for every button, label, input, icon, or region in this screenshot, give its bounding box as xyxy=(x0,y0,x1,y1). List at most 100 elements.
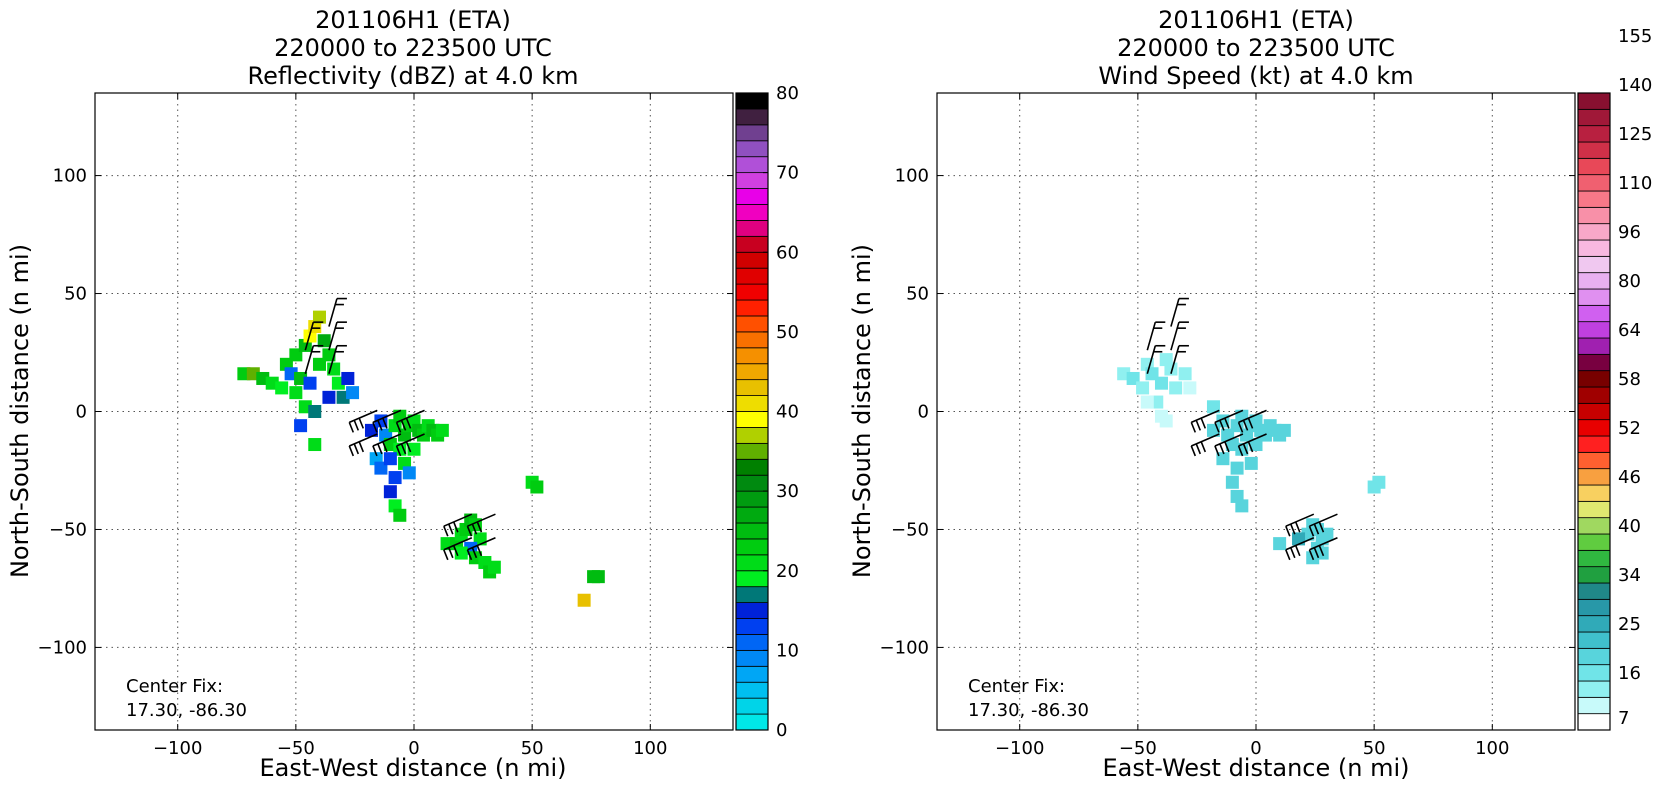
wind-speed-panel: 201106H1 (ETA) 220000 to 223500 UTC Wind… xyxy=(848,6,1652,782)
colorbar-swatch xyxy=(1578,207,1610,223)
colorbar-swatch xyxy=(1578,240,1610,256)
colorbar-swatch xyxy=(736,555,768,571)
colorbar-tick-label: 80 xyxy=(1618,271,1641,292)
echo-cell xyxy=(1160,414,1173,427)
colorbar-tick-label: 40 xyxy=(1618,516,1641,537)
colorbar-swatch xyxy=(736,619,768,635)
colorbar-swatch xyxy=(736,268,768,284)
colorbar-tick-label: 64 xyxy=(1618,320,1641,341)
echo-cell xyxy=(403,466,416,479)
colorbar-swatch xyxy=(736,459,768,475)
colorbar-tick-label: 50 xyxy=(776,322,799,343)
colorbar-swatch xyxy=(1578,485,1610,501)
x-axis-label: East-West distance (n mi) xyxy=(259,754,566,782)
echo-cell xyxy=(488,561,501,574)
colorbar-tick-label: 34 xyxy=(1618,565,1641,586)
wind-barb-flag xyxy=(354,420,358,430)
wind-barb-flag xyxy=(359,418,363,428)
colorbar-swatch xyxy=(1578,632,1610,648)
reflectivity-panel: 201106H1 (ETA) 220000 to 223500 UTC Refl… xyxy=(6,6,799,782)
echo-region xyxy=(1117,353,1196,427)
colorbar-swatch xyxy=(736,571,768,587)
colorbar-swatch xyxy=(1578,322,1610,338)
colorbar-tick-label: 46 xyxy=(1618,467,1641,488)
colorbar-tick-label: 7 xyxy=(1618,708,1629,729)
x-axis-label: East-West distance (n mi) xyxy=(1102,754,1409,782)
colorbar-swatch xyxy=(736,141,768,157)
colorbar-swatch xyxy=(736,396,768,412)
colorbar-swatch xyxy=(1578,550,1610,566)
colorbar-swatch xyxy=(1578,338,1610,354)
wind-barb-staff xyxy=(349,410,377,422)
wind-barb-staff xyxy=(329,299,337,327)
center-fix-label: Center Fix: xyxy=(126,676,223,697)
colorbar-swatch xyxy=(1578,273,1610,289)
echo-cell xyxy=(592,570,605,583)
wind-barb-flag xyxy=(354,444,358,454)
colorbar-swatch xyxy=(736,666,768,682)
wind-barb-flag xyxy=(1296,522,1300,532)
colorbar-swatch xyxy=(1578,175,1610,191)
y-tick-label: 50 xyxy=(64,284,87,305)
colorbar-swatch xyxy=(736,125,768,141)
colorbar-swatch xyxy=(1578,648,1610,664)
echo-cell xyxy=(1169,381,1182,394)
y-tick-label: 100 xyxy=(895,166,929,187)
colorbar-swatch xyxy=(1578,452,1610,468)
x-tick-label: 100 xyxy=(633,738,667,759)
echo-region xyxy=(1368,476,1386,494)
colorbar-swatch xyxy=(1578,714,1610,730)
wind-barb-flag xyxy=(1286,526,1290,536)
y-tick-label: −50 xyxy=(891,519,929,540)
colorbar-swatch xyxy=(1578,518,1610,534)
echo-cell xyxy=(308,405,321,418)
y-tick-label: 100 xyxy=(53,166,87,187)
echo-cell xyxy=(393,509,406,522)
echo-cell xyxy=(341,372,354,385)
colorbar-swatch xyxy=(1578,436,1610,452)
echo-cell xyxy=(294,419,307,432)
wind-speed-plot-area: −100 −50 0 50 100−100−50050100 xyxy=(880,93,1575,759)
colorbar-swatch xyxy=(736,332,768,348)
colorbar-swatch xyxy=(1578,289,1610,305)
colorbar-swatch xyxy=(1578,371,1610,387)
colorbar-tick-label: 140 xyxy=(1618,75,1652,96)
colorbar-swatch xyxy=(736,698,768,714)
echo-cell xyxy=(384,485,397,498)
wind-barb-flag xyxy=(444,550,448,560)
colorbar-swatch xyxy=(1578,387,1610,403)
wind-barb-flag xyxy=(1286,550,1290,560)
colorbar-swatch xyxy=(736,443,768,459)
colorbar-swatch xyxy=(1578,354,1610,370)
wind-barb-flag xyxy=(444,526,448,536)
colorbar-tick-label: 52 xyxy=(1618,418,1641,439)
colorbar-swatch xyxy=(1578,420,1610,436)
reflectivity-colorbar: 01020304050607080 xyxy=(736,83,799,741)
echo-cell xyxy=(1273,537,1286,550)
colorbar-swatch xyxy=(1578,583,1610,599)
colorbar-tick-label: 30 xyxy=(776,481,799,502)
echo-region xyxy=(1273,518,1333,564)
colorbar-tick-label: 58 xyxy=(1618,369,1641,390)
colorbar-swatch xyxy=(736,603,768,619)
colorbar-swatch xyxy=(1578,501,1610,517)
wind-barb-flag xyxy=(1296,546,1300,556)
echo-cell xyxy=(384,452,397,465)
colorbar-tick-label: 40 xyxy=(776,402,799,423)
colorbar-swatch xyxy=(1578,567,1610,583)
colorbar-swatch xyxy=(1578,616,1610,632)
panel-title-line-2: 220000 to 223500 UTC xyxy=(274,34,552,62)
colorbar-swatch xyxy=(736,220,768,236)
panel-title-line-1: 201106H1 (ETA) xyxy=(315,6,511,34)
echo-cell xyxy=(1155,377,1168,390)
colorbar-swatch xyxy=(736,650,768,666)
wind-barb-flag xyxy=(359,442,363,452)
echo-cell xyxy=(436,424,449,437)
colorbar-swatch xyxy=(736,475,768,491)
colorbar-swatch xyxy=(736,173,768,189)
colorbar-swatch xyxy=(736,364,768,380)
x-tick-label: −100 xyxy=(995,738,1044,759)
echo-cell xyxy=(1292,532,1305,545)
echo-region xyxy=(237,311,359,451)
y-axis-label: North-South distance (n mi) xyxy=(848,244,876,578)
